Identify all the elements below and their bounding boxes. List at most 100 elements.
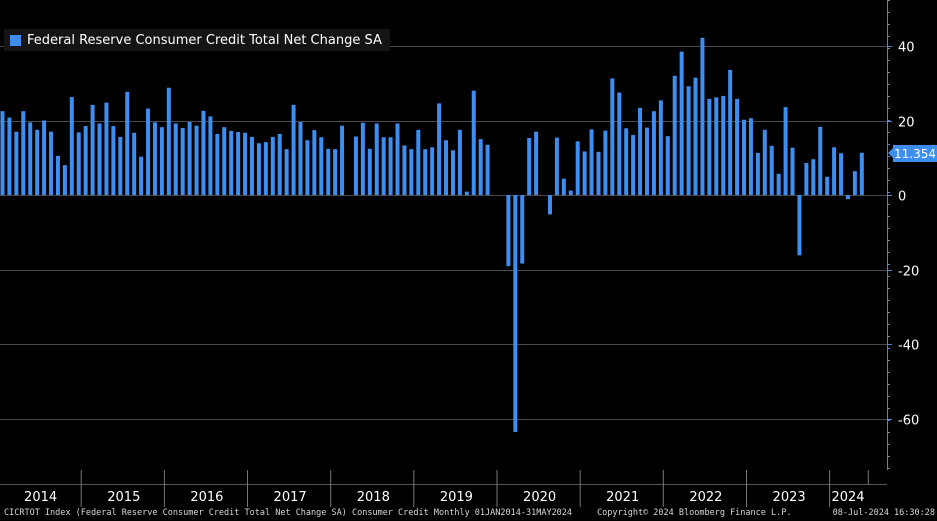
bar xyxy=(270,136,275,195)
bar xyxy=(374,123,379,195)
bar xyxy=(208,116,213,195)
bar xyxy=(554,137,559,195)
last-value-label: 11.354 xyxy=(894,147,936,161)
bar xyxy=(277,133,282,195)
legend-label: Federal Reserve Consumer Credit Total Ne… xyxy=(27,32,382,48)
bar xyxy=(35,129,40,195)
bar xyxy=(658,100,663,195)
bar xyxy=(104,102,109,195)
bar xyxy=(776,173,781,195)
bar xyxy=(333,149,338,195)
bar xyxy=(762,129,767,195)
bar xyxy=(249,136,254,195)
bar xyxy=(790,147,795,195)
bar xyxy=(520,195,525,264)
bar xyxy=(437,103,442,195)
x-axis-band xyxy=(0,485,937,507)
bar xyxy=(430,147,435,195)
bar xyxy=(402,145,407,195)
bar xyxy=(845,195,850,200)
bar xyxy=(832,147,837,195)
bar xyxy=(825,176,830,195)
bar xyxy=(305,140,310,195)
bar xyxy=(319,137,324,195)
bar xyxy=(395,123,400,195)
bar xyxy=(568,190,573,195)
bar xyxy=(243,132,248,195)
bar xyxy=(506,195,511,267)
footer: CICRTOT Index (Federal Reserve Consumer … xyxy=(0,507,937,521)
bar xyxy=(755,152,760,195)
bar xyxy=(201,110,206,195)
footer-copyright: Copyright© 2024 Bloomberg Finance L.P. xyxy=(597,508,792,518)
x-axis-labels: 2014 2015 2016 2017 2018 2019 2020 2021 2022 2023… xyxy=(24,470,869,507)
bar xyxy=(215,133,220,195)
x-year-label: 2019 xyxy=(440,490,473,505)
bar xyxy=(859,152,864,195)
y-tick-label: -40 xyxy=(898,339,919,354)
bar xyxy=(367,148,372,195)
bar xyxy=(748,118,753,195)
bar xyxy=(651,111,656,195)
bar xyxy=(700,37,705,195)
bar xyxy=(139,156,144,195)
bar xyxy=(118,136,123,195)
bars xyxy=(0,37,864,432)
bar xyxy=(631,135,636,195)
bar xyxy=(513,195,518,432)
y-tick-label: -20 xyxy=(898,265,919,280)
bar xyxy=(852,171,857,195)
x-year-label: 2018 xyxy=(357,490,390,505)
bar xyxy=(173,123,178,195)
bar xyxy=(547,195,552,215)
y-tick-label: 20 xyxy=(898,116,915,131)
bar xyxy=(0,111,5,195)
bar xyxy=(679,51,684,196)
bar xyxy=(14,131,19,196)
bar xyxy=(187,121,192,195)
bar xyxy=(638,107,643,195)
bar xyxy=(263,142,268,195)
bar xyxy=(159,127,164,195)
bar xyxy=(783,107,788,195)
bar xyxy=(409,149,414,195)
bar xyxy=(340,125,345,195)
bar xyxy=(180,127,185,195)
bar xyxy=(152,122,157,195)
bar xyxy=(222,127,227,195)
bar xyxy=(603,130,608,195)
bar xyxy=(423,149,428,195)
y-tick-label: 0 xyxy=(898,190,906,205)
bar xyxy=(797,195,802,256)
bar xyxy=(561,178,566,195)
bar xyxy=(28,122,33,195)
bar xyxy=(360,122,365,195)
bar xyxy=(236,132,241,195)
bar xyxy=(534,131,539,196)
bar xyxy=(811,159,816,195)
bar xyxy=(721,95,726,195)
bar xyxy=(21,111,26,195)
bar xyxy=(132,132,137,195)
bar xyxy=(624,128,629,195)
x-year-label: 2017 xyxy=(274,490,307,505)
bar xyxy=(55,155,60,195)
bar xyxy=(457,129,462,195)
bar xyxy=(714,97,719,195)
y-tick-label: 40 xyxy=(898,41,915,56)
bar xyxy=(62,165,67,195)
last-value-box xyxy=(893,145,937,162)
bar xyxy=(728,69,733,195)
bar xyxy=(76,132,81,195)
bar xyxy=(644,127,649,195)
footer-timestamp: 08-Jul-2024 16:30:28 xyxy=(832,508,935,518)
bar xyxy=(125,91,130,195)
bar xyxy=(839,153,844,195)
y-ticks: 40 20 0 -20 -40 -60 xyxy=(887,0,919,469)
bar xyxy=(735,98,740,195)
bar xyxy=(229,130,234,195)
bar xyxy=(665,136,670,195)
bar xyxy=(284,149,289,195)
